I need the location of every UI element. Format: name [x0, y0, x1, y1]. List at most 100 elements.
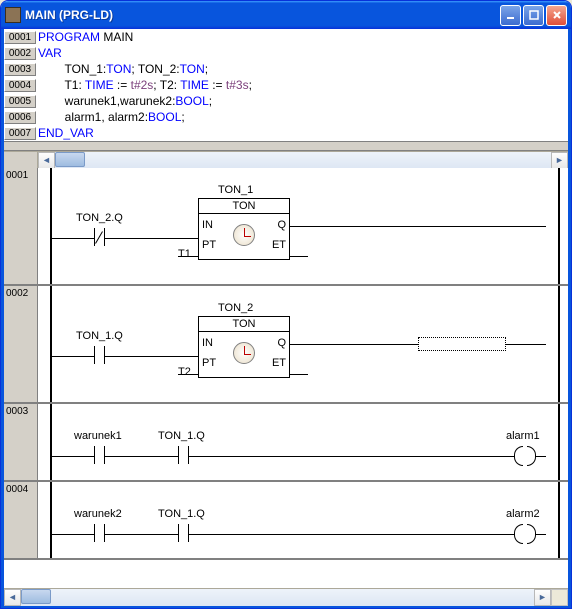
rung-number[interactable]: 0001 — [4, 168, 38, 284]
contact-label: TON_2.Q — [76, 212, 123, 224]
contact-label: TON_1.Q — [158, 508, 205, 520]
declaration-editor[interactable]: 0001PROGRAM MAIN0002VAR0003 TON_1:TON; T… — [4, 29, 568, 141]
line-number[interactable]: 0004 — [4, 79, 36, 92]
scroll-right-button[interactable]: ► — [551, 152, 568, 169]
code-line[interactable]: 0003 TON_1:TON; TON_2:TON; — [4, 61, 568, 77]
contact-label: TON_1.Q — [158, 430, 205, 442]
code-text[interactable]: warunek1,warunek2:BOOL; — [38, 94, 212, 108]
rung[interactable]: 0001 TON_2.Q TON_1 TONINPTQET T1 — [4, 168, 568, 286]
selection-box[interactable] — [418, 337, 506, 351]
wire — [290, 226, 546, 227]
fb-input-label: T1 — [178, 248, 191, 260]
coil[interactable] — [514, 446, 536, 464]
rung-body[interactable]: warunek1 TON_1.Q alarm1 — [38, 404, 568, 480]
ladder-editor[interactable]: 0001TON_2.QTON_1TONINPTQETT10002TON_1.QT… — [4, 168, 568, 588]
scroll-thumb[interactable] — [21, 589, 51, 604]
nc-contact[interactable] — [94, 228, 104, 246]
coil-label: alarm2 — [506, 508, 540, 520]
right-rail — [558, 404, 560, 480]
wire — [104, 356, 198, 357]
code-text[interactable]: END_VAR — [38, 126, 94, 140]
coil[interactable] — [514, 524, 536, 542]
maximize-button[interactable] — [523, 5, 544, 26]
code-text[interactable]: TON_1:TON; TON_2:TON; — [38, 62, 208, 76]
left-rail — [50, 482, 52, 558]
wire — [188, 534, 514, 535]
rung[interactable]: 0003 warunek1 TON_1.Q alarm1 — [4, 404, 568, 482]
fb-input-label: T2 — [178, 366, 191, 378]
no-contact[interactable] — [94, 346, 104, 364]
no-contact[interactable] — [178, 524, 188, 542]
scroll-left-button[interactable]: ◄ — [38, 152, 55, 169]
code-text[interactable]: PROGRAM MAIN — [38, 30, 133, 44]
right-rail — [558, 286, 560, 402]
fb-instance-label: TON_2 — [218, 302, 253, 314]
titlebar[interactable]: MAIN (PRG-LD) — [1, 1, 571, 29]
scroll-right-button[interactable]: ► — [534, 589, 551, 606]
code-text[interactable]: VAR — [38, 46, 62, 60]
client-area: 0001PROGRAM MAIN0002VAR0003 TON_1:TON; T… — [1, 29, 571, 608]
timer-icon — [233, 224, 255, 246]
wire — [104, 456, 178, 457]
code-line[interactable]: 0004 T1: TIME := t#2s; T2: TIME := t#3s; — [4, 77, 568, 93]
code-text[interactable]: alarm1, alarm2:BOOL; — [38, 110, 185, 124]
line-number[interactable]: 0001 — [4, 31, 36, 44]
fb-type-label: TON — [199, 199, 289, 214]
ladder-hscroll[interactable]: ◄ ► — [4, 588, 568, 605]
wire — [188, 456, 514, 457]
close-button[interactable] — [546, 5, 567, 26]
wire — [104, 238, 198, 239]
rung-number[interactable]: 0004 — [4, 482, 38, 558]
code-line[interactable]: 0002VAR — [4, 45, 568, 61]
contact-label: warunek1 — [74, 430, 122, 442]
coil-label: alarm1 — [506, 430, 540, 442]
contact-label: TON_1.Q — [76, 330, 123, 342]
wire — [52, 456, 94, 457]
scroll-track[interactable] — [21, 589, 534, 606]
rung-body[interactable]: TON_1.Q TON_2 TONINPTQET T2 — [38, 286, 568, 402]
function-block[interactable]: TONINPTQET — [198, 316, 290, 378]
rung-body[interactable]: TON_2.Q TON_1 TONINPTQET T1 — [38, 168, 568, 284]
line-number[interactable]: 0002 — [4, 47, 36, 60]
rung-number[interactable]: 0002 — [4, 286, 38, 402]
code-line[interactable]: 0001PROGRAM MAIN — [4, 29, 568, 45]
no-contact[interactable] — [94, 524, 104, 542]
function-block[interactable]: TONINPTQET — [198, 198, 290, 260]
code-line[interactable]: 0007END_VAR — [4, 125, 568, 141]
minimize-button[interactable] — [500, 5, 521, 26]
rung[interactable]: 0002 TON_1.Q TON_2 TONINPTQET T2 — [4, 286, 568, 404]
scroll-left-button[interactable]: ◄ — [4, 589, 21, 606]
wire — [536, 456, 546, 457]
rung-body[interactable]: warunek2 TON_1.Q alarm2 — [38, 482, 568, 558]
rung-number[interactable]: 0003 — [4, 404, 38, 480]
line-number[interactable]: 0007 — [4, 127, 36, 140]
left-rail — [50, 286, 52, 402]
window-title: MAIN (PRG-LD) — [25, 8, 500, 22]
line-number[interactable]: 0005 — [4, 95, 36, 108]
fb-instance-label: TON_1 — [218, 184, 253, 196]
rung[interactable]: 0004 warunek2 TON_1.Q alarm2 — [4, 482, 568, 560]
code-line[interactable]: 0005 warunek1,warunek2:BOOL; — [4, 93, 568, 109]
line-number[interactable]: 0006 — [4, 111, 36, 124]
timer-icon — [233, 342, 255, 364]
scroll-track[interactable] — [55, 152, 551, 169]
wire — [52, 238, 94, 239]
right-rail — [558, 168, 560, 284]
left-rail — [50, 404, 52, 480]
contact-label: warunek2 — [74, 508, 122, 520]
right-rail — [558, 482, 560, 558]
scroll-thumb[interactable] — [55, 152, 85, 167]
line-number[interactable]: 0003 — [4, 63, 36, 76]
code-line[interactable]: 0006 alarm1, alarm2:BOOL; — [4, 109, 568, 125]
wire — [290, 256, 308, 257]
code-text[interactable]: T1: TIME := t#2s; T2: TIME := t#3s; — [38, 78, 252, 92]
no-contact[interactable] — [94, 446, 104, 464]
wire — [52, 534, 94, 535]
app-window: MAIN (PRG-LD) 0001PROGRAM MAIN0002VAR000… — [0, 0, 572, 609]
app-icon — [5, 7, 21, 23]
left-rail — [50, 168, 52, 284]
wire — [290, 374, 308, 375]
code-hscroll[interactable]: ◄ ► — [4, 151, 568, 168]
no-contact[interactable] — [178, 446, 188, 464]
wire — [536, 534, 546, 535]
